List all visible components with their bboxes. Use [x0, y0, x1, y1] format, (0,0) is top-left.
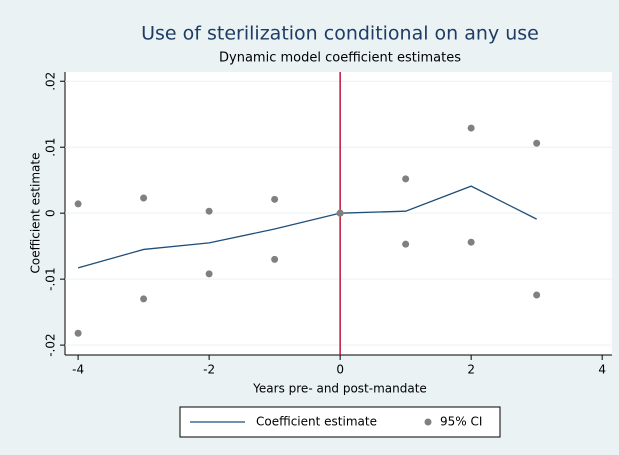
x-tick-label: -2 — [203, 363, 215, 377]
ci-point — [402, 175, 410, 183]
ci-point — [467, 238, 475, 246]
ci-point — [533, 139, 541, 147]
chart-title: Use of sterilization conditional on any … — [141, 23, 539, 45]
x-tick-label: 2 — [467, 363, 475, 377]
ci-point — [271, 255, 279, 263]
y-axis-label: Coefficient estimate — [29, 153, 43, 274]
ci-point — [74, 329, 82, 337]
y-tick-label: .01 — [44, 138, 58, 157]
ci-point — [205, 270, 213, 278]
chart-subtitle: Dynamic model coefficient estimates — [219, 51, 461, 66]
y-tick-label: 0 — [44, 209, 58, 217]
ci-point — [533, 291, 541, 299]
ci-point — [74, 200, 82, 208]
ci-point — [205, 207, 213, 215]
ci-point — [140, 295, 148, 303]
line — [77, 185, 537, 269]
ci-point — [271, 195, 279, 203]
x-tick-label: 0 — [336, 363, 344, 377]
y-tick-label: -.01 — [44, 267, 58, 290]
legend-label: Coefficient estimate — [256, 415, 377, 429]
x-tick-label: 4 — [598, 363, 606, 377]
ci-point — [467, 124, 475, 132]
ci-point — [140, 194, 148, 202]
legend-marker — [424, 418, 432, 426]
x-axis-label: Years pre- and post-mandate — [252, 382, 427, 396]
ci-point — [402, 240, 410, 248]
y-tick-label: .02 — [44, 72, 58, 91]
legend-label: 95% CI — [440, 415, 482, 429]
ci-point — [336, 209, 344, 217]
y-tick-label: -.02 — [44, 333, 58, 356]
x-tick-label: -4 — [72, 363, 84, 377]
